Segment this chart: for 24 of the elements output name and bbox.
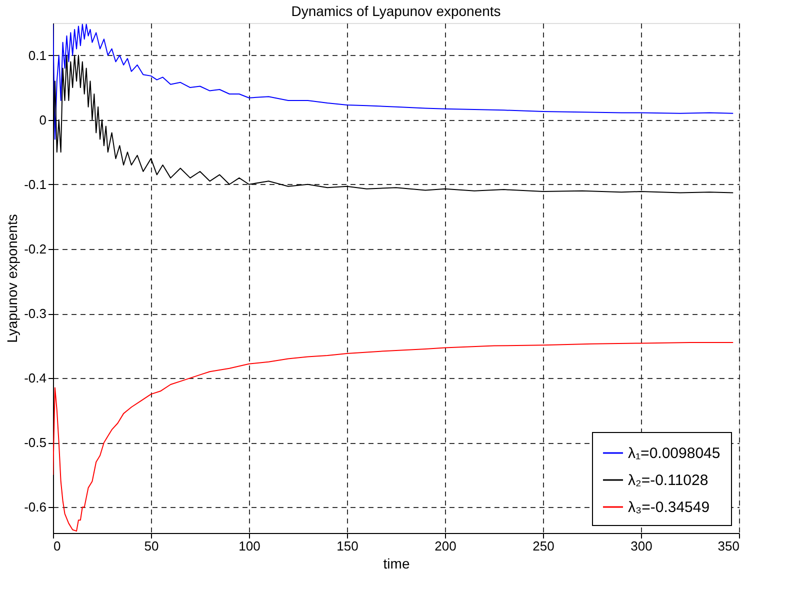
y-tick-label: -0.4 — [24, 370, 46, 386]
legend-label: λ₂=-0.11028 — [628, 472, 708, 489]
x-tick-label: 0 — [54, 538, 61, 554]
x-tick-label: 150 — [336, 538, 358, 554]
line-series — [53, 342, 734, 532]
legend-label: λ₃=-0.34549 — [628, 499, 710, 516]
legend-label: λ₁=0.0098045 — [628, 445, 720, 462]
y-tick-label: -0.3 — [24, 306, 46, 322]
y-tick-label: 0.1 — [28, 48, 46, 63]
y-tick-label: -0.5 — [24, 435, 46, 450]
x-tick-label: 50 — [144, 538, 159, 554]
chart-title: Dynamics of Lyapunov exponents — [291, 3, 501, 19]
x-tick-label: 300 — [630, 538, 652, 554]
y-tick-label: -0.6 — [24, 500, 46, 515]
x-tick-label: 200 — [434, 538, 456, 554]
y-tick-label: -0.1 — [24, 176, 46, 192]
x-tick-label: 100 — [238, 538, 260, 554]
x-axis-title: time — [383, 556, 410, 572]
x-tick-label: 350 — [718, 538, 740, 554]
y-tick-label: 0 — [39, 112, 46, 128]
y-tick-label: -0.2 — [24, 241, 46, 256]
x-tick-label: 250 — [532, 538, 554, 554]
y-axis-title: Lyapunov exponents — [4, 214, 20, 343]
line-series — [53, 24, 734, 140]
